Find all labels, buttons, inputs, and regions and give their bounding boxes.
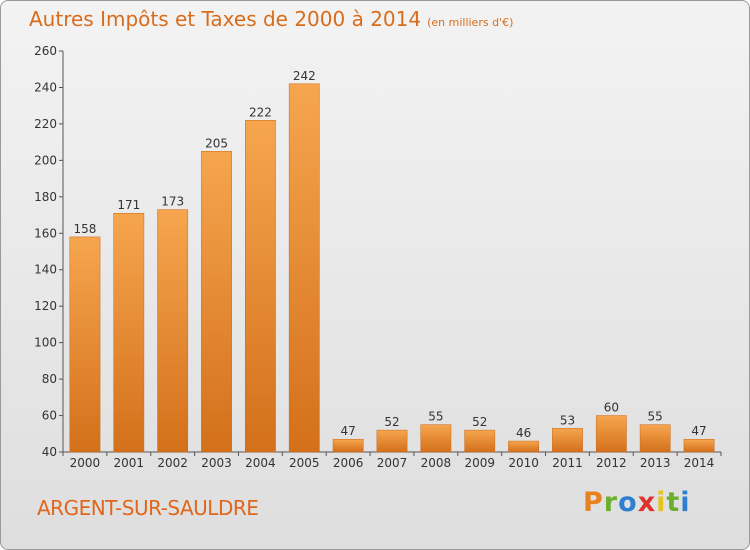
bar-2010 (508, 440, 539, 453)
bar-value-label: 242 (293, 69, 316, 83)
bar-2007 (376, 429, 408, 453)
x-tick-label: 2013 (640, 456, 671, 470)
y-tick-label: 140 (34, 263, 57, 277)
y-tick-label: 80 (42, 372, 57, 386)
bar-value-label: 171 (117, 198, 140, 212)
x-tick-label: 2006 (333, 456, 364, 470)
x-tick-label: 2011 (552, 456, 583, 470)
x-tick-label: 2008 (421, 456, 452, 470)
x-tick-label: 2002 (157, 456, 188, 470)
y-tick-label: 160 (34, 226, 57, 240)
bar-2000 (69, 236, 101, 453)
bar-value-label: 205 (205, 136, 228, 150)
bar-value-label: 46 (516, 426, 531, 440)
bar-value-label: 173 (161, 195, 184, 209)
axes: 40 60 80 100 120 140 160 180 200 220 240 260 2000 200… (34, 44, 722, 470)
bar-value-label: 222 (249, 105, 272, 119)
logo-letter: x (637, 487, 657, 518)
bar-2005 (288, 83, 320, 453)
logo-letter: i (680, 487, 691, 518)
x-tick-label: 2014 (684, 456, 715, 470)
bar-2002 (157, 209, 189, 453)
x-tick-label: 2010 (508, 456, 539, 470)
bar-value-label: 47 (340, 424, 355, 438)
bar-2012 (595, 415, 627, 453)
bar-value-label: 55 (648, 410, 663, 424)
y-tick-label: 200 (34, 153, 57, 167)
logo-letter: o (618, 487, 638, 518)
chart-unit: (en milliers d'€) (427, 16, 514, 29)
x-tick-label: 2000 (70, 456, 101, 470)
logo-letter: t (666, 487, 681, 518)
bar-2014 (683, 438, 715, 453)
logo-letter: P (583, 487, 604, 518)
x-tick-label: 2005 (289, 456, 320, 470)
bar-2013 (639, 424, 671, 453)
bar-2009 (464, 429, 496, 453)
bar-value-label: 52 (384, 415, 399, 429)
bar-value-label: 47 (691, 424, 706, 438)
y-tick-label: 60 (42, 409, 57, 423)
bar-2008 (420, 424, 452, 453)
bar-value-label: 53 (560, 413, 575, 427)
bar-value-label: 55 (428, 410, 443, 424)
chart-title-text: Autres Impôts et Taxes de 2000 à 2014 (29, 7, 422, 31)
y-tick-label: 40 (42, 445, 57, 459)
x-tick-label: 2001 (114, 456, 145, 470)
x-tick-label: 2004 (245, 456, 276, 470)
bar-2003 (201, 151, 232, 453)
x-tick-label: 2009 (464, 456, 495, 470)
x-tick-label: 2003 (201, 456, 232, 470)
bar-2001 (113, 212, 145, 453)
y-tick-label: 180 (34, 190, 57, 204)
chart-title: Autres Impôts et Taxes de 2000 à 2014 (en… (29, 7, 513, 31)
y-tick-label: 260 (34, 44, 57, 58)
bar-2006 (332, 438, 364, 453)
bar-2004 (245, 120, 276, 453)
y-tick-label: 240 (34, 80, 57, 94)
logo-letter: r (603, 487, 619, 518)
x-tick-label: 2007 (377, 456, 408, 470)
y-tick-label: 100 (34, 336, 57, 350)
proxiti-logo[interactable]: Proxiti (583, 487, 691, 518)
logo-letter: i (656, 487, 667, 518)
y-tick-label: 220 (34, 117, 57, 131)
bar-value-label: 158 (73, 222, 96, 236)
bar-2011 (552, 428, 583, 453)
bar-value-label: 60 (604, 401, 619, 415)
y-tick-label: 120 (34, 299, 57, 313)
x-tick-label: 2012 (596, 456, 627, 470)
bar-value-label: 52 (472, 415, 487, 429)
location-name: ARGENT-SUR-SAULDRE (37, 496, 259, 520)
bars: 158 171 173 205 222 242 47 52 55 52 46 53 60 55 47 (69, 69, 715, 453)
